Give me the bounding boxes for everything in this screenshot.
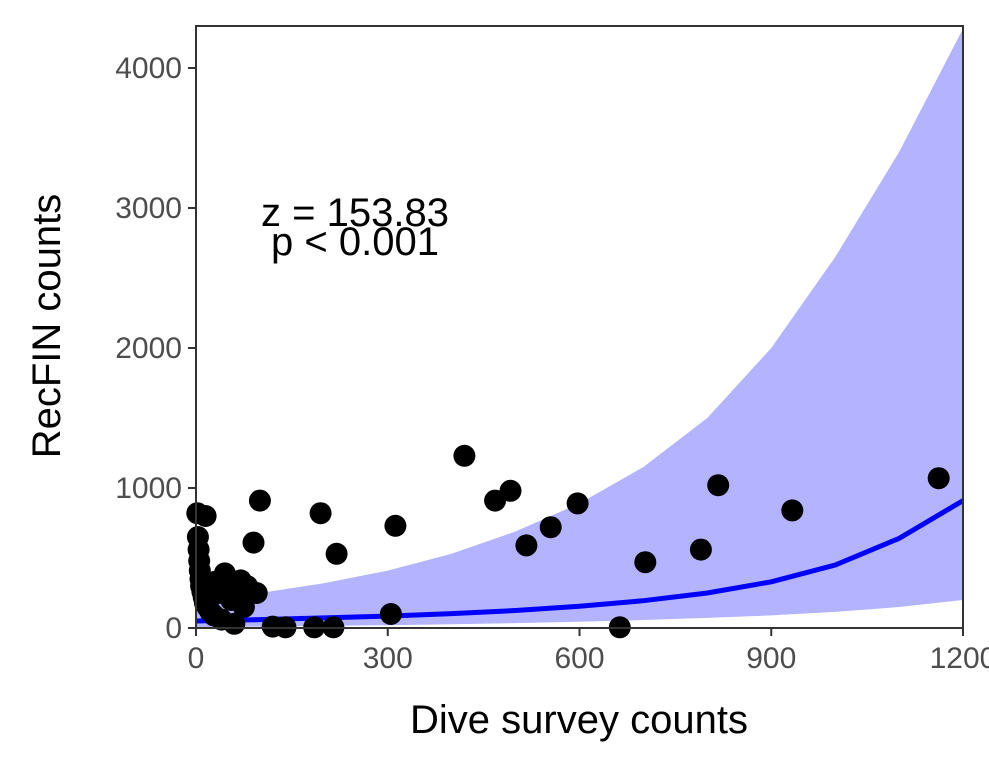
- data-point: [379, 603, 402, 625]
- data-point: [248, 489, 271, 512]
- data-point: [325, 542, 348, 565]
- data-point: [634, 551, 657, 574]
- y-axis-ticks: 0 1000 2000 3000 4000: [115, 52, 196, 645]
- data-point: [781, 499, 804, 522]
- data-point: [232, 596, 255, 618]
- x-axis-ticks: 0 300 600 900 1200: [188, 628, 989, 675]
- p-value-annotation: p < 0.001: [271, 220, 439, 264]
- data-point: [242, 531, 265, 554]
- y-tick-label: 1000: [115, 472, 182, 505]
- data-point: [707, 474, 730, 497]
- z-statistic-annotation: z = 153.83: [261, 191, 449, 235]
- y-tick-label: 3000: [115, 192, 182, 225]
- data-point: [194, 505, 217, 527]
- x-tick-label: 900: [746, 642, 796, 675]
- y-tick-label: 4000: [115, 52, 182, 85]
- data-point: [499, 479, 522, 502]
- confidence-ribbon-layer: [196, 28, 963, 628]
- data-point: [453, 444, 476, 467]
- x-tick-label: 0: [188, 642, 205, 675]
- y-tick-label: 0: [165, 612, 182, 645]
- y-tick-label: 2000: [115, 332, 182, 365]
- fit-line: [195, 498, 965, 624]
- fit-line-layer: [195, 498, 965, 624]
- x-axis-title: Dive survey counts: [410, 698, 748, 742]
- data-point: [927, 467, 950, 490]
- data-point: [384, 514, 407, 537]
- data-point: [245, 582, 268, 604]
- data-point: [539, 516, 562, 539]
- x-tick-label: 1200: [930, 642, 989, 675]
- data-point: [309, 502, 332, 525]
- data-point: [223, 612, 246, 635]
- data-point: [689, 538, 712, 561]
- x-tick-label: 300: [363, 642, 413, 675]
- confidence-ribbon: [196, 28, 963, 628]
- x-tick-label: 600: [554, 642, 604, 675]
- data-point: [566, 492, 589, 515]
- data-point: [515, 534, 538, 557]
- y-axis-title: RecFIN counts: [25, 194, 69, 459]
